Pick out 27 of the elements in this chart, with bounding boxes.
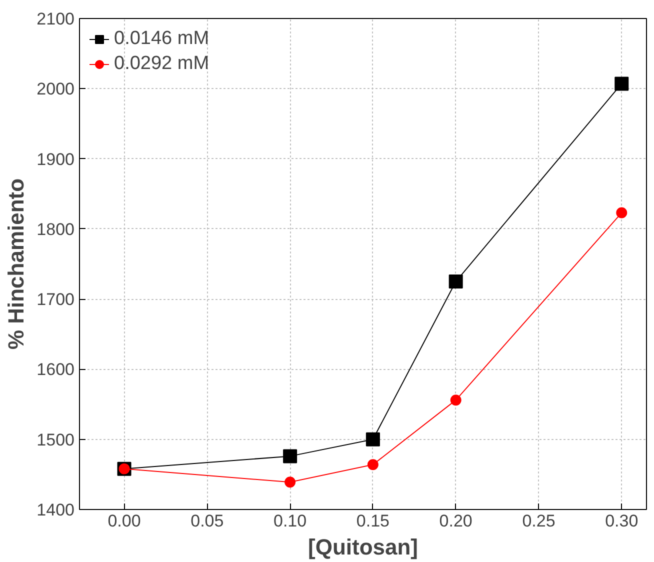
x-tick-label: 0.05 bbox=[190, 512, 224, 530]
point bbox=[614, 76, 629, 91]
x-tick-label: 0.00 bbox=[108, 512, 141, 530]
legend-label: 0.0292 mM bbox=[114, 53, 210, 75]
point bbox=[366, 432, 380, 446]
point bbox=[367, 459, 378, 470]
x-axis-title: [Quitosan] bbox=[308, 534, 418, 560]
y-tick-label: 1800 bbox=[36, 220, 75, 239]
point bbox=[448, 274, 463, 289]
x-tick-label: 0.20 bbox=[439, 512, 472, 530]
y-tick-label: 2100 bbox=[36, 10, 75, 28]
y-axis-title: % Hinchamiento bbox=[4, 178, 29, 350]
y-tick-label: 1900 bbox=[36, 150, 75, 169]
x-tick-label: 0.10 bbox=[274, 512, 307, 530]
x-tick-label: 0.25 bbox=[522, 512, 556, 530]
point bbox=[284, 476, 296, 488]
y-tick-label: 1700 bbox=[36, 290, 75, 310]
y-tick-label: 2000 bbox=[36, 80, 75, 99]
x-tick-label: 0.15 bbox=[356, 512, 390, 530]
y-tick-label: 1600 bbox=[36, 360, 75, 380]
point bbox=[283, 449, 298, 464]
legend-label: 0.0146 mM bbox=[114, 28, 210, 50]
y-tick-label: 1400 bbox=[36, 500, 75, 520]
x-tick-label: 0.30 bbox=[605, 512, 638, 530]
point bbox=[616, 207, 628, 218]
y-tick-label: 1500 bbox=[36, 430, 75, 450]
point bbox=[450, 394, 462, 406]
